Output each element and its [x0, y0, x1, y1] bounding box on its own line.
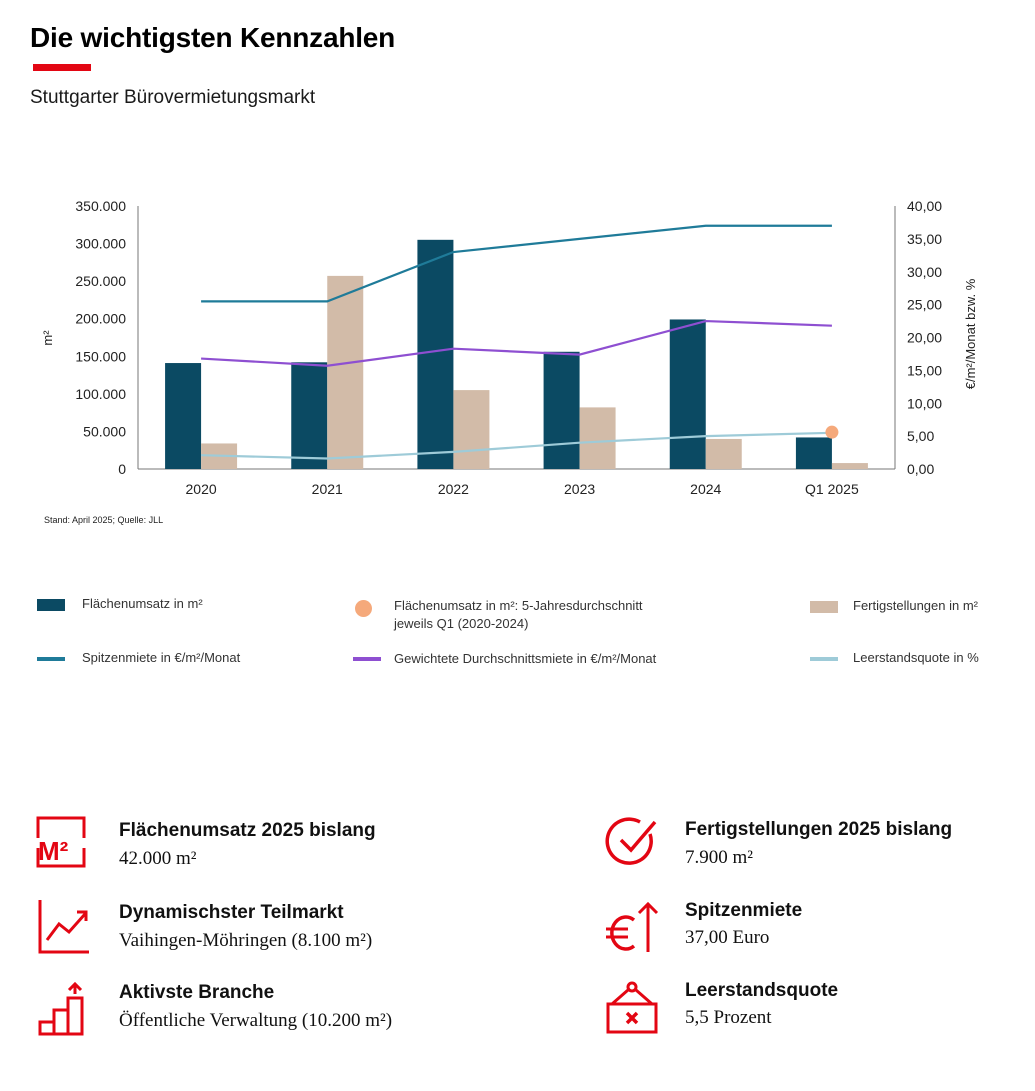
bar	[579, 407, 616, 469]
kpi-value: Öffentliche Verwaltung (10.200 m²)	[119, 1010, 393, 1031]
series-line	[201, 431, 832, 460]
kpi-label: Aktivste Branche	[119, 982, 275, 1003]
check-circle-icon	[605, 817, 657, 865]
bar	[669, 319, 706, 469]
legend-swatch-spitzenmiete	[37, 657, 65, 661]
legend-swatch-flaechenumsatz	[37, 599, 65, 611]
bar	[705, 438, 742, 469]
y-tick-label-right: 25,00	[907, 297, 942, 313]
legend-label-flaechenumsatz: Flächenumsatz in m²	[82, 596, 203, 611]
bar	[453, 390, 490, 469]
chart: 350.000 300.000 250.000 200.000 150.000 100.0…	[40, 198, 978, 525]
kpi-label: Flächenumsatz 2025 bislang	[119, 820, 376, 841]
bar-growth-icon	[38, 982, 84, 1036]
series-line	[201, 224, 832, 303]
y-tick-label-right: 35,00	[907, 231, 942, 247]
legend-swatch-leerstand	[810, 657, 838, 661]
y-tick-label-left: 50.000	[83, 423, 126, 439]
legend-swatch-average	[355, 600, 372, 617]
kpi-label: Fertigstellungen 2025 bislang	[685, 819, 953, 840]
y-tick-label-right: 15,00	[907, 362, 942, 378]
y-tick-label-right: 30,00	[907, 264, 942, 280]
svg-text:M²: M²	[38, 836, 69, 866]
m2-icon: M²	[36, 816, 86, 868]
legend-label-average-2: jeweils Q1 (2020-2024)	[394, 616, 529, 631]
kpi-value: 37,00 Euro	[685, 927, 770, 948]
series-line	[201, 319, 832, 367]
kpi-label: Leerstandsquote	[685, 980, 839, 1001]
bar	[165, 363, 202, 469]
vacancy-sign-icon	[606, 981, 658, 1034]
y-tick-label-left: 250.000	[75, 273, 126, 289]
bar	[543, 351, 580, 469]
kpi-label: Spitzenmiete	[685, 900, 803, 921]
x-tick-label: 2022	[438, 481, 469, 497]
legend-label-leerstand: Leerstandsquote in %	[853, 650, 979, 665]
average-point	[825, 425, 839, 439]
x-tick-label: Q1 2025	[805, 481, 859, 497]
trend-chart-icon	[38, 900, 89, 954]
legend-label-spitzenmiete: Spitzenmiete in €/m²/Monat	[82, 650, 241, 665]
y-tick-label-left: 300.000	[75, 236, 126, 252]
kpi-value: 7.900 m²	[685, 847, 753, 868]
y-tick-label-right: 5,00	[907, 428, 934, 444]
y-tick-label-left: 350.000	[75, 198, 126, 214]
y-tick-label-right: 10,00	[907, 395, 942, 411]
source-note: Stand: April 2025; Quelle: JLL	[44, 515, 163, 525]
y-tick-label-left: 0	[118, 461, 126, 477]
y-tick-label-left: 200.000	[75, 311, 126, 327]
legend-swatch-durchschnittsmiete	[353, 657, 381, 661]
y-axis-title-left: m²	[40, 330, 55, 346]
title-accent-bar	[33, 64, 91, 71]
y-tick-label-left: 150.000	[75, 348, 126, 364]
page-title: Die wichtigsten Kennzahlen	[30, 22, 396, 53]
page-subtitle: Stuttgarter Bürovermietungsmarkt	[30, 87, 316, 108]
bar	[327, 275, 364, 469]
legend-label-fertigstellungen: Fertigstellungen in m²	[853, 598, 978, 613]
x-tick-label: 2020	[186, 481, 217, 497]
x-tick-label: 2023	[564, 481, 595, 497]
kpi-value: 42.000 m²	[119, 848, 197, 869]
bar	[291, 362, 328, 469]
kpi-value: 5,5 Prozent	[685, 1007, 772, 1028]
euro-up-icon	[606, 901, 659, 952]
kpi-label: Dynamischster Teilmarkt	[119, 902, 344, 923]
y-tick-label-left: 100.000	[75, 386, 126, 402]
legend-swatch-fertigstellungen	[810, 601, 838, 613]
legend-label-average-1: Flächenumsatz in m²: 5-Jahresdurchschnit…	[394, 598, 643, 613]
bar	[831, 463, 868, 469]
bar	[417, 239, 454, 469]
x-tick-label: 2021	[312, 481, 343, 497]
y-tick-label-right: 40,00	[907, 198, 942, 214]
y-axis-title-right: €/m²/Monat bzw. %	[963, 278, 978, 389]
y-tick-label-right: 0,00	[907, 461, 934, 477]
bar	[795, 437, 832, 469]
kpi-value: Vaihingen-Möhringen (8.100 m²)	[119, 930, 373, 951]
legend-label-durchschnittsmiete: Gewichtete Durchschnittsmiete in €/m²/Mo…	[394, 651, 657, 666]
x-tick-label: 2024	[690, 481, 721, 497]
y-tick-label-right: 20,00	[907, 330, 942, 346]
